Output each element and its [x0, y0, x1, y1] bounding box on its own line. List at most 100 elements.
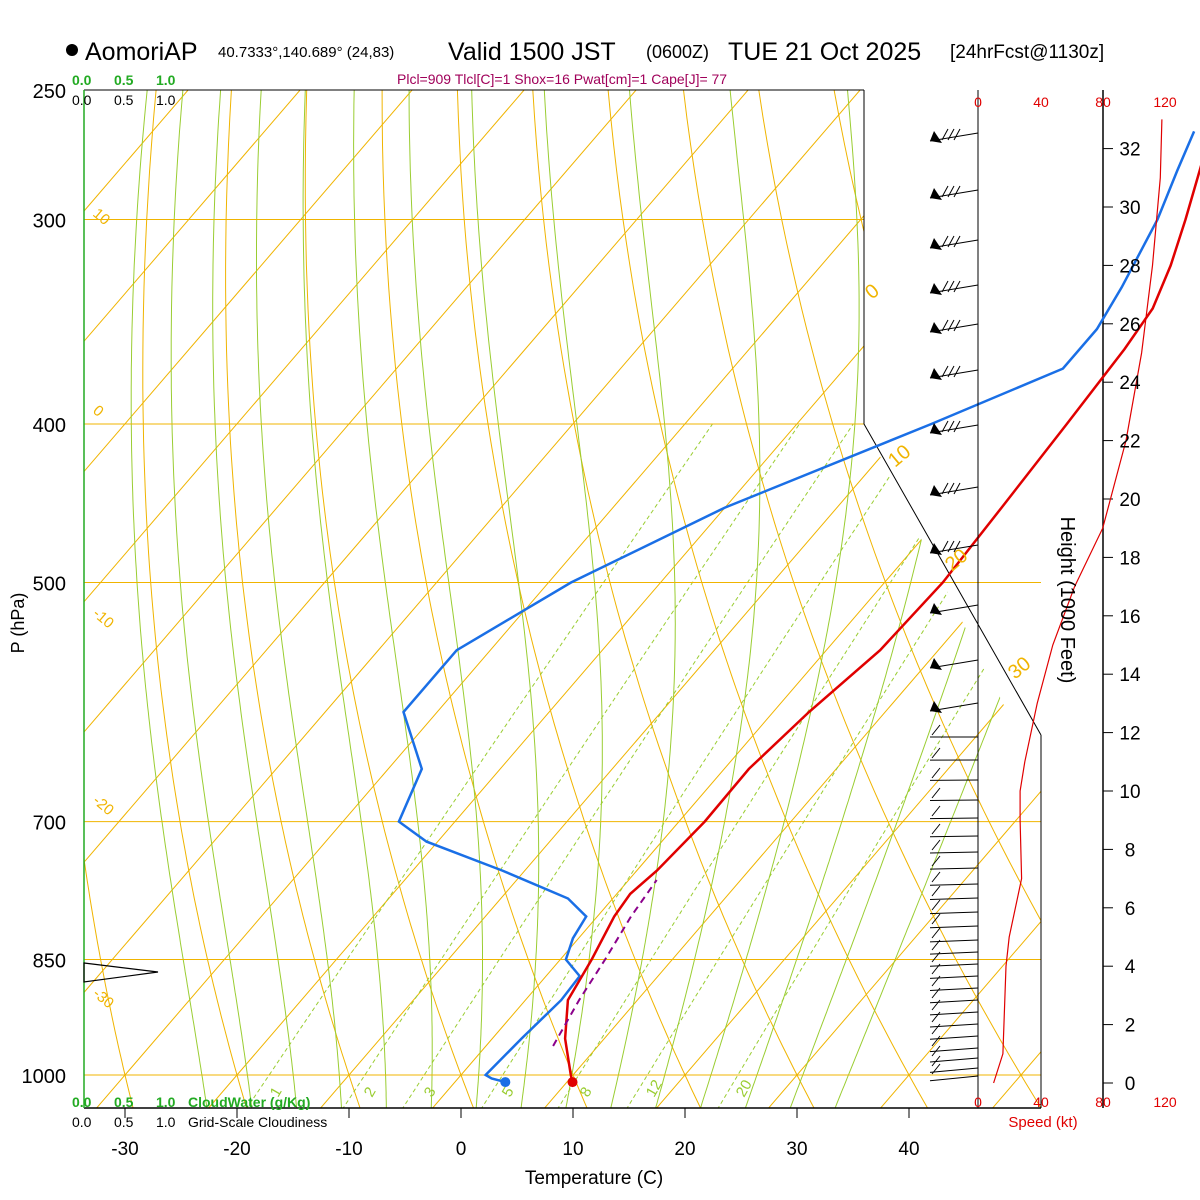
- mixing-ratio-label: 12: [643, 1077, 666, 1100]
- wind-barb-feather: [941, 420, 949, 433]
- moist-adiabat-line: [130, 90, 208, 1108]
- cloudwater-label: CloudWater (g/Kg): [188, 1094, 310, 1110]
- surface-temperature-marker: [567, 1077, 578, 1088]
- isotherm-line: [84, 90, 749, 1108]
- wind-speed-line: [993, 119, 1163, 1084]
- height-tick-label: 14: [1119, 665, 1141, 686]
- wind-barb-staff: [929, 1011, 979, 1016]
- isotherm-line: [430, 90, 1041, 1108]
- wind-barb-staff: [929, 1067, 979, 1073]
- mixing-ratio-label: 20: [733, 1077, 756, 1100]
- wind-barb: [929, 871, 979, 886]
- wind-barb-staff: [929, 925, 979, 929]
- wind-barb-feather: [941, 319, 949, 332]
- wind-barb-flag: [930, 423, 942, 435]
- dry-adiabat-line: [758, 90, 1041, 1108]
- cloudwater-scale-0: 0.0: [72, 1094, 92, 1110]
- surface-dewpoint-marker: [500, 1077, 511, 1088]
- wind-barb-feather: [941, 365, 949, 378]
- wind-barb-feather: [947, 482, 955, 495]
- wind-barb: [929, 701, 979, 713]
- isotherm-line: [84, 90, 189, 1108]
- wind-barb-feather: [931, 1045, 941, 1057]
- moist-adiabat-line: [170, 90, 253, 1108]
- moist-adiabat-line: [408, 90, 483, 1108]
- y-axis-title: P (hPa): [8, 593, 28, 654]
- wind-barb-staff: [929, 897, 979, 900]
- speed-tick-top-120: 120: [1153, 94, 1177, 110]
- wind-barb-feather: [941, 482, 949, 495]
- dry-adiabat-line: [683, 90, 1041, 1108]
- moist-adiabat-line: [212, 90, 298, 1108]
- wind-barb: [929, 855, 979, 870]
- temperature-tick-label: 0: [456, 1139, 467, 1160]
- pressure-tick-label: 850: [33, 951, 66, 973]
- wind-barb-feather: [947, 185, 955, 198]
- top-green-scale-1: 0.5: [114, 72, 134, 88]
- height-tick-label: 0: [1125, 1074, 1136, 1095]
- wind-barb-feather: [931, 1063, 941, 1075]
- temperature-profile-line: [563, 164, 1200, 1083]
- pressure-tick-label: 500: [33, 574, 66, 596]
- wind-barb: [929, 839, 979, 854]
- valid-date: TUE 21 Oct 2025: [728, 38, 921, 66]
- moist-adiabat-line: [543, 90, 603, 1108]
- forecast-info: [24hrFcst@1130z]: [950, 42, 1104, 63]
- parcel-profile-line: [552, 879, 658, 1047]
- wind-barb: [929, 913, 979, 929]
- wind-barb: [929, 885, 979, 900]
- wind-barb-staff: [929, 817, 979, 820]
- wind-barb-feather: [931, 805, 941, 817]
- wind-barb-feather: [953, 365, 961, 378]
- moist-adiabat-line: [744, 90, 978, 1108]
- isotherm-label: 10: [89, 205, 113, 229]
- moist-adiabat-line: [256, 90, 343, 1108]
- dry-adiabat-line: [456, 90, 702, 1108]
- wind-barb: [929, 420, 979, 435]
- cloudiness-scale-0: 0.0: [72, 1114, 92, 1130]
- mixing-ratio-label: 8: [577, 1084, 596, 1100]
- height-tick-label: 32: [1119, 140, 1140, 161]
- pressure-tick-label: 700: [33, 813, 66, 835]
- wind-barb-flag: [930, 322, 942, 334]
- isotherm-line: [990, 90, 1041, 1108]
- wind-barb-feather: [931, 975, 941, 987]
- wind-barb-flag: [930, 283, 942, 295]
- wind-barb: [930, 724, 978, 738]
- wind-barb-staff: [929, 1075, 979, 1082]
- wind-barb-feather: [947, 319, 955, 332]
- wind-barb-staff: [929, 975, 979, 979]
- isotherm-line: [84, 90, 413, 1108]
- height-tick-label: 2: [1125, 1016, 1136, 1037]
- wind-barb-feather: [947, 280, 955, 293]
- height-tick-label: 20: [1119, 490, 1140, 511]
- height-axis-title: Height (1000 Feet): [1056, 517, 1078, 684]
- wind-barb-staff: [929, 963, 979, 967]
- pressure-gridlines: [84, 89, 1041, 1076]
- isotherm-line: [318, 90, 1041, 1108]
- wind-barb-flag: [930, 188, 942, 200]
- dry-adiabat-line: [984, 90, 1041, 1108]
- moist-adiabat-line: [353, 90, 433, 1108]
- moist-adiabat-line: [654, 90, 761, 1108]
- speed-tick-bottom-80: 80: [1095, 1094, 1111, 1110]
- wind-barb-staff: [929, 1047, 979, 1053]
- top-black-scale-2: 1.0: [156, 92, 176, 108]
- wind-barb-feather: [931, 787, 941, 799]
- wind-barb-feather: [953, 482, 961, 495]
- height-tick-label: 8: [1125, 840, 1136, 861]
- wind-barb-flag: [930, 658, 942, 670]
- wind-barb-feather: [931, 1023, 941, 1035]
- cloudwater-scale-1: 0.5: [114, 1094, 134, 1110]
- wind-barb-feather: [931, 999, 941, 1011]
- mixing-ratio-label: 2: [361, 1084, 380, 1100]
- dry-adiabat-line: [607, 90, 929, 1108]
- wind-barb: [929, 747, 979, 761]
- moist-adiabat-line: [609, 90, 676, 1108]
- wind-barb: [929, 767, 979, 781]
- mixing-ratio-line: [556, 423, 994, 1108]
- wind-barb-feather: [931, 871, 941, 883]
- mixing-ratio-label: 5: [499, 1084, 518, 1100]
- mixing-ratio-line: [341, 423, 800, 1108]
